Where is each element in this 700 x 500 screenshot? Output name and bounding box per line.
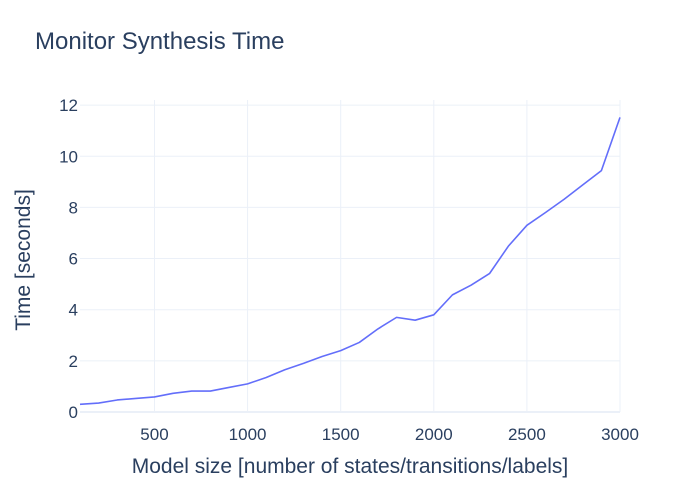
- y-tick-label: 12: [59, 96, 78, 115]
- chart-title: Monitor Synthesis Time: [35, 28, 284, 55]
- y-axis-title: Time [seconds]: [12, 189, 35, 331]
- y-axis-ticks: 0 2 4 6 8 10 12: [59, 96, 78, 422]
- y-tick-label: 2: [69, 352, 78, 371]
- grid-lines: [80, 100, 621, 413]
- y-tick-label: 8: [69, 198, 78, 217]
- x-tick-label: 2500: [508, 425, 546, 444]
- plot-area: [79, 117, 621, 406]
- y-tick-label: 6: [69, 250, 78, 269]
- x-tick-label: 1000: [229, 425, 267, 444]
- x-tick-label: 1500: [322, 425, 360, 444]
- series-line: [79, 117, 621, 406]
- y-tick-label: 0: [69, 403, 78, 422]
- y-tick-label: 4: [69, 301, 78, 320]
- y-tick-label: 10: [59, 147, 78, 166]
- x-tick-label: 2000: [415, 425, 453, 444]
- x-axis-ticks: 500 1000 1500 2000 2500 3000: [140, 425, 639, 444]
- x-tick-label: 500: [140, 425, 168, 444]
- x-axis-title: Model size [number of states/transitions…: [132, 455, 569, 478]
- x-tick-label: 3000: [601, 425, 639, 444]
